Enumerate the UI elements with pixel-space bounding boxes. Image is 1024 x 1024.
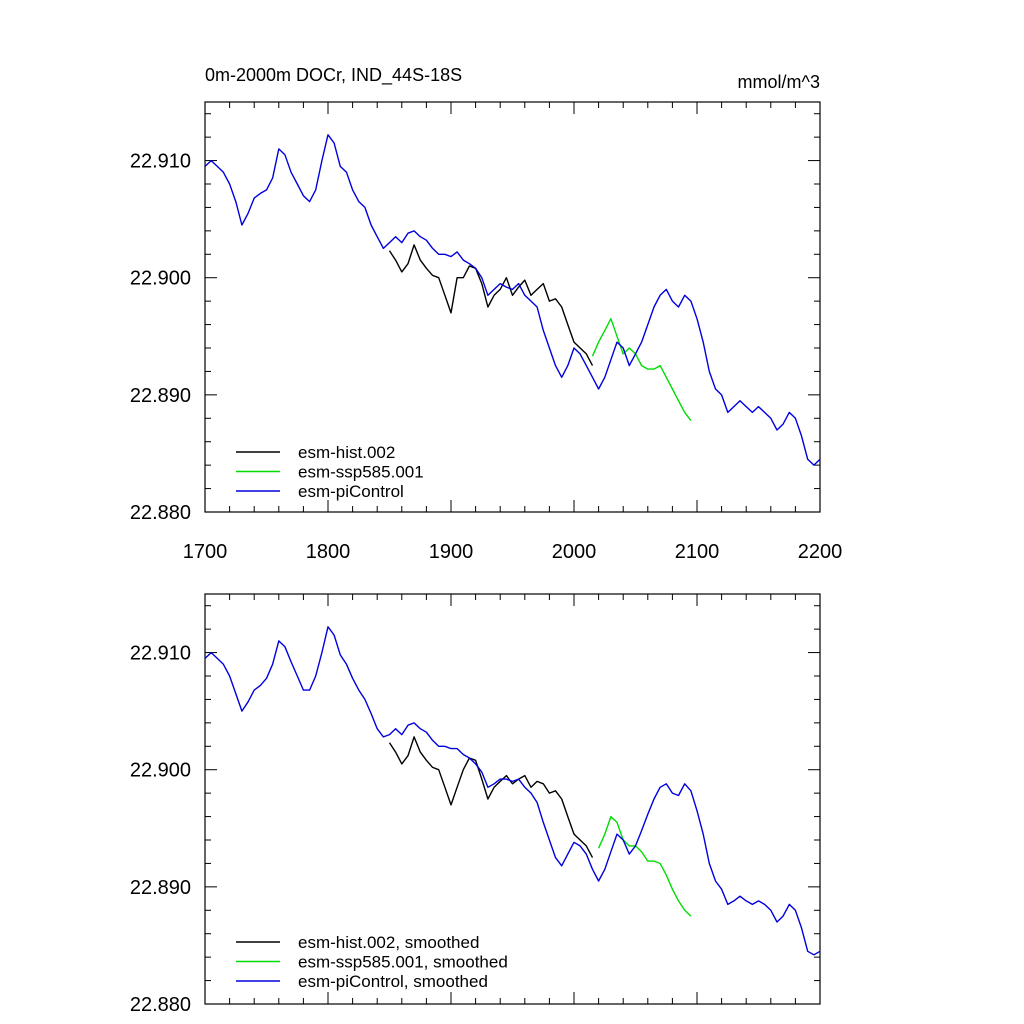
legend-label: esm-ssp585.001 xyxy=(298,463,424,482)
top-panel: 22.880 22.890 22.900 22.910 1700 1800 1900 2000… xyxy=(130,65,842,563)
y-tick-label: 22.890 xyxy=(130,877,191,899)
y-tick-label: 22.880 xyxy=(130,994,191,1016)
legend-label: esm-hist.002, smoothed xyxy=(298,933,479,952)
legend-label: esm-piControl, smoothed xyxy=(298,972,488,991)
chart-title: 0m-2000m DOCr, IND_44S-18S xyxy=(205,65,462,86)
y-tick-label: 22.900 xyxy=(130,268,191,290)
y-tick-label: 22.910 xyxy=(130,643,191,665)
x-tick-label: 1800 xyxy=(306,541,351,563)
legend-label: esm-piControl xyxy=(298,482,404,501)
series-line xyxy=(390,245,593,366)
x-tick-label: 1700 xyxy=(183,541,228,563)
y-tick-label: 22.910 xyxy=(130,151,191,173)
legend-label: esm-ssp585.001, smoothed xyxy=(298,953,508,972)
x-tick-label: 2000 xyxy=(552,541,597,563)
legend-label: esm-hist.002 xyxy=(298,443,395,462)
bottom-panel: 22.880 22.890 22.900 22.910 esm-hist.002, sm… xyxy=(130,594,820,1016)
series-line xyxy=(390,737,593,858)
x-tick-label: 2100 xyxy=(675,541,720,563)
units-label: mmol/m^3 xyxy=(738,72,820,92)
y-tick-label: 22.890 xyxy=(130,385,191,407)
series-line xyxy=(599,817,691,917)
series-line xyxy=(205,135,820,465)
x-tick-label: 1900 xyxy=(429,541,474,563)
x-tick-label: 2200 xyxy=(798,541,843,563)
y-tick-label: 22.880 xyxy=(130,502,191,524)
series-line xyxy=(205,627,820,955)
y-tick-label: 22.900 xyxy=(130,760,191,782)
